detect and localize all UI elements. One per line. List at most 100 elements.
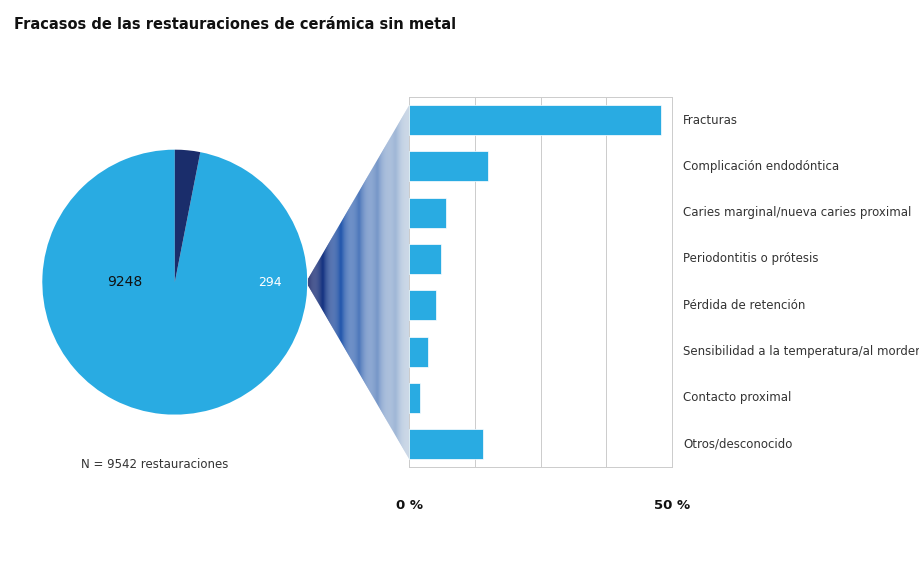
Polygon shape [388,139,390,426]
Polygon shape [379,155,380,409]
Polygon shape [329,241,330,324]
Polygon shape [378,157,379,408]
Polygon shape [350,204,351,360]
Polygon shape [334,233,335,331]
Polygon shape [363,182,364,382]
Text: Sensibilidad a la temperatura/al morder: Sensibilidad a la temperatura/al morder [683,345,919,358]
Text: 0 %: 0 % [395,499,423,512]
Polygon shape [323,250,324,315]
Polygon shape [412,99,413,466]
Polygon shape [314,266,315,299]
Polygon shape [374,162,376,402]
Polygon shape [321,255,322,310]
Polygon shape [394,128,395,437]
Polygon shape [316,262,317,302]
Polygon shape [312,270,313,295]
Polygon shape [331,237,332,328]
Polygon shape [358,189,359,375]
Polygon shape [413,97,414,467]
Polygon shape [357,192,358,373]
Polygon shape [400,119,401,446]
Polygon shape [386,142,387,422]
Polygon shape [322,253,323,311]
Polygon shape [404,111,405,453]
Polygon shape [392,132,393,433]
Polygon shape [319,258,320,306]
Polygon shape [336,227,337,337]
Polygon shape [310,273,311,291]
Polygon shape [345,213,346,351]
Polygon shape [335,230,336,335]
Polygon shape [406,108,407,457]
Polygon shape [382,149,383,415]
Polygon shape [324,247,326,317]
Text: Periodontitis o prótesis: Periodontitis o prótesis [683,253,818,266]
Wedge shape [175,150,200,282]
Text: 50 %: 50 % [652,499,689,512]
Text: Caries marginal/nueva caries proximal: Caries marginal/nueva caries proximal [683,206,911,219]
Polygon shape [411,100,412,464]
Polygon shape [391,133,392,431]
Text: Complicación endodóntica: Complicación endodóntica [683,160,838,173]
Polygon shape [405,109,406,455]
Polygon shape [407,106,408,458]
Polygon shape [332,235,334,329]
Polygon shape [349,206,350,359]
Polygon shape [364,181,365,384]
Polygon shape [348,207,349,357]
Polygon shape [343,217,344,348]
Polygon shape [328,242,329,322]
Polygon shape [371,168,372,397]
Polygon shape [409,103,411,462]
Polygon shape [385,144,386,420]
Polygon shape [401,117,402,447]
Polygon shape [313,267,314,297]
Polygon shape [341,221,342,344]
Polygon shape [346,211,347,353]
Polygon shape [347,209,348,355]
Polygon shape [311,271,312,293]
Polygon shape [353,198,355,366]
Polygon shape [351,202,352,362]
Polygon shape [366,177,367,388]
Polygon shape [361,186,362,378]
Polygon shape [315,264,316,300]
Bar [409,151,488,181]
Polygon shape [390,137,391,428]
Polygon shape [309,275,310,290]
Polygon shape [320,256,321,308]
Polygon shape [337,226,338,339]
Text: N = 9542 restauraciones: N = 9542 restauraciones [81,458,228,471]
Polygon shape [376,160,377,404]
Polygon shape [344,215,345,349]
Bar [409,383,419,413]
Bar [409,336,427,367]
Polygon shape [397,124,398,440]
Polygon shape [387,140,388,424]
Polygon shape [372,166,373,398]
Polygon shape [362,184,363,380]
Polygon shape [403,113,404,451]
Text: Fracasos de las restauraciones de cerámica sin metal: Fracasos de las restauraciones de cerámi… [14,17,456,32]
Polygon shape [383,148,384,417]
Text: Contacto proximal: Contacto proximal [683,392,790,405]
Polygon shape [408,104,409,460]
Polygon shape [308,276,309,288]
Polygon shape [398,123,399,442]
Polygon shape [395,126,397,438]
Polygon shape [327,244,328,320]
Polygon shape [340,222,341,342]
Text: Pérdida de retención: Pérdida de retención [683,299,805,312]
Polygon shape [380,152,382,413]
Bar [409,429,482,459]
Polygon shape [342,218,343,346]
Polygon shape [393,129,394,435]
Polygon shape [373,164,374,400]
Text: Fracturas: Fracturas [683,113,737,127]
Polygon shape [365,178,366,386]
Text: Otros/desconocido: Otros/desconocido [683,438,792,451]
Polygon shape [369,172,370,393]
Bar [409,244,440,274]
Bar [409,290,436,320]
Polygon shape [359,188,361,377]
